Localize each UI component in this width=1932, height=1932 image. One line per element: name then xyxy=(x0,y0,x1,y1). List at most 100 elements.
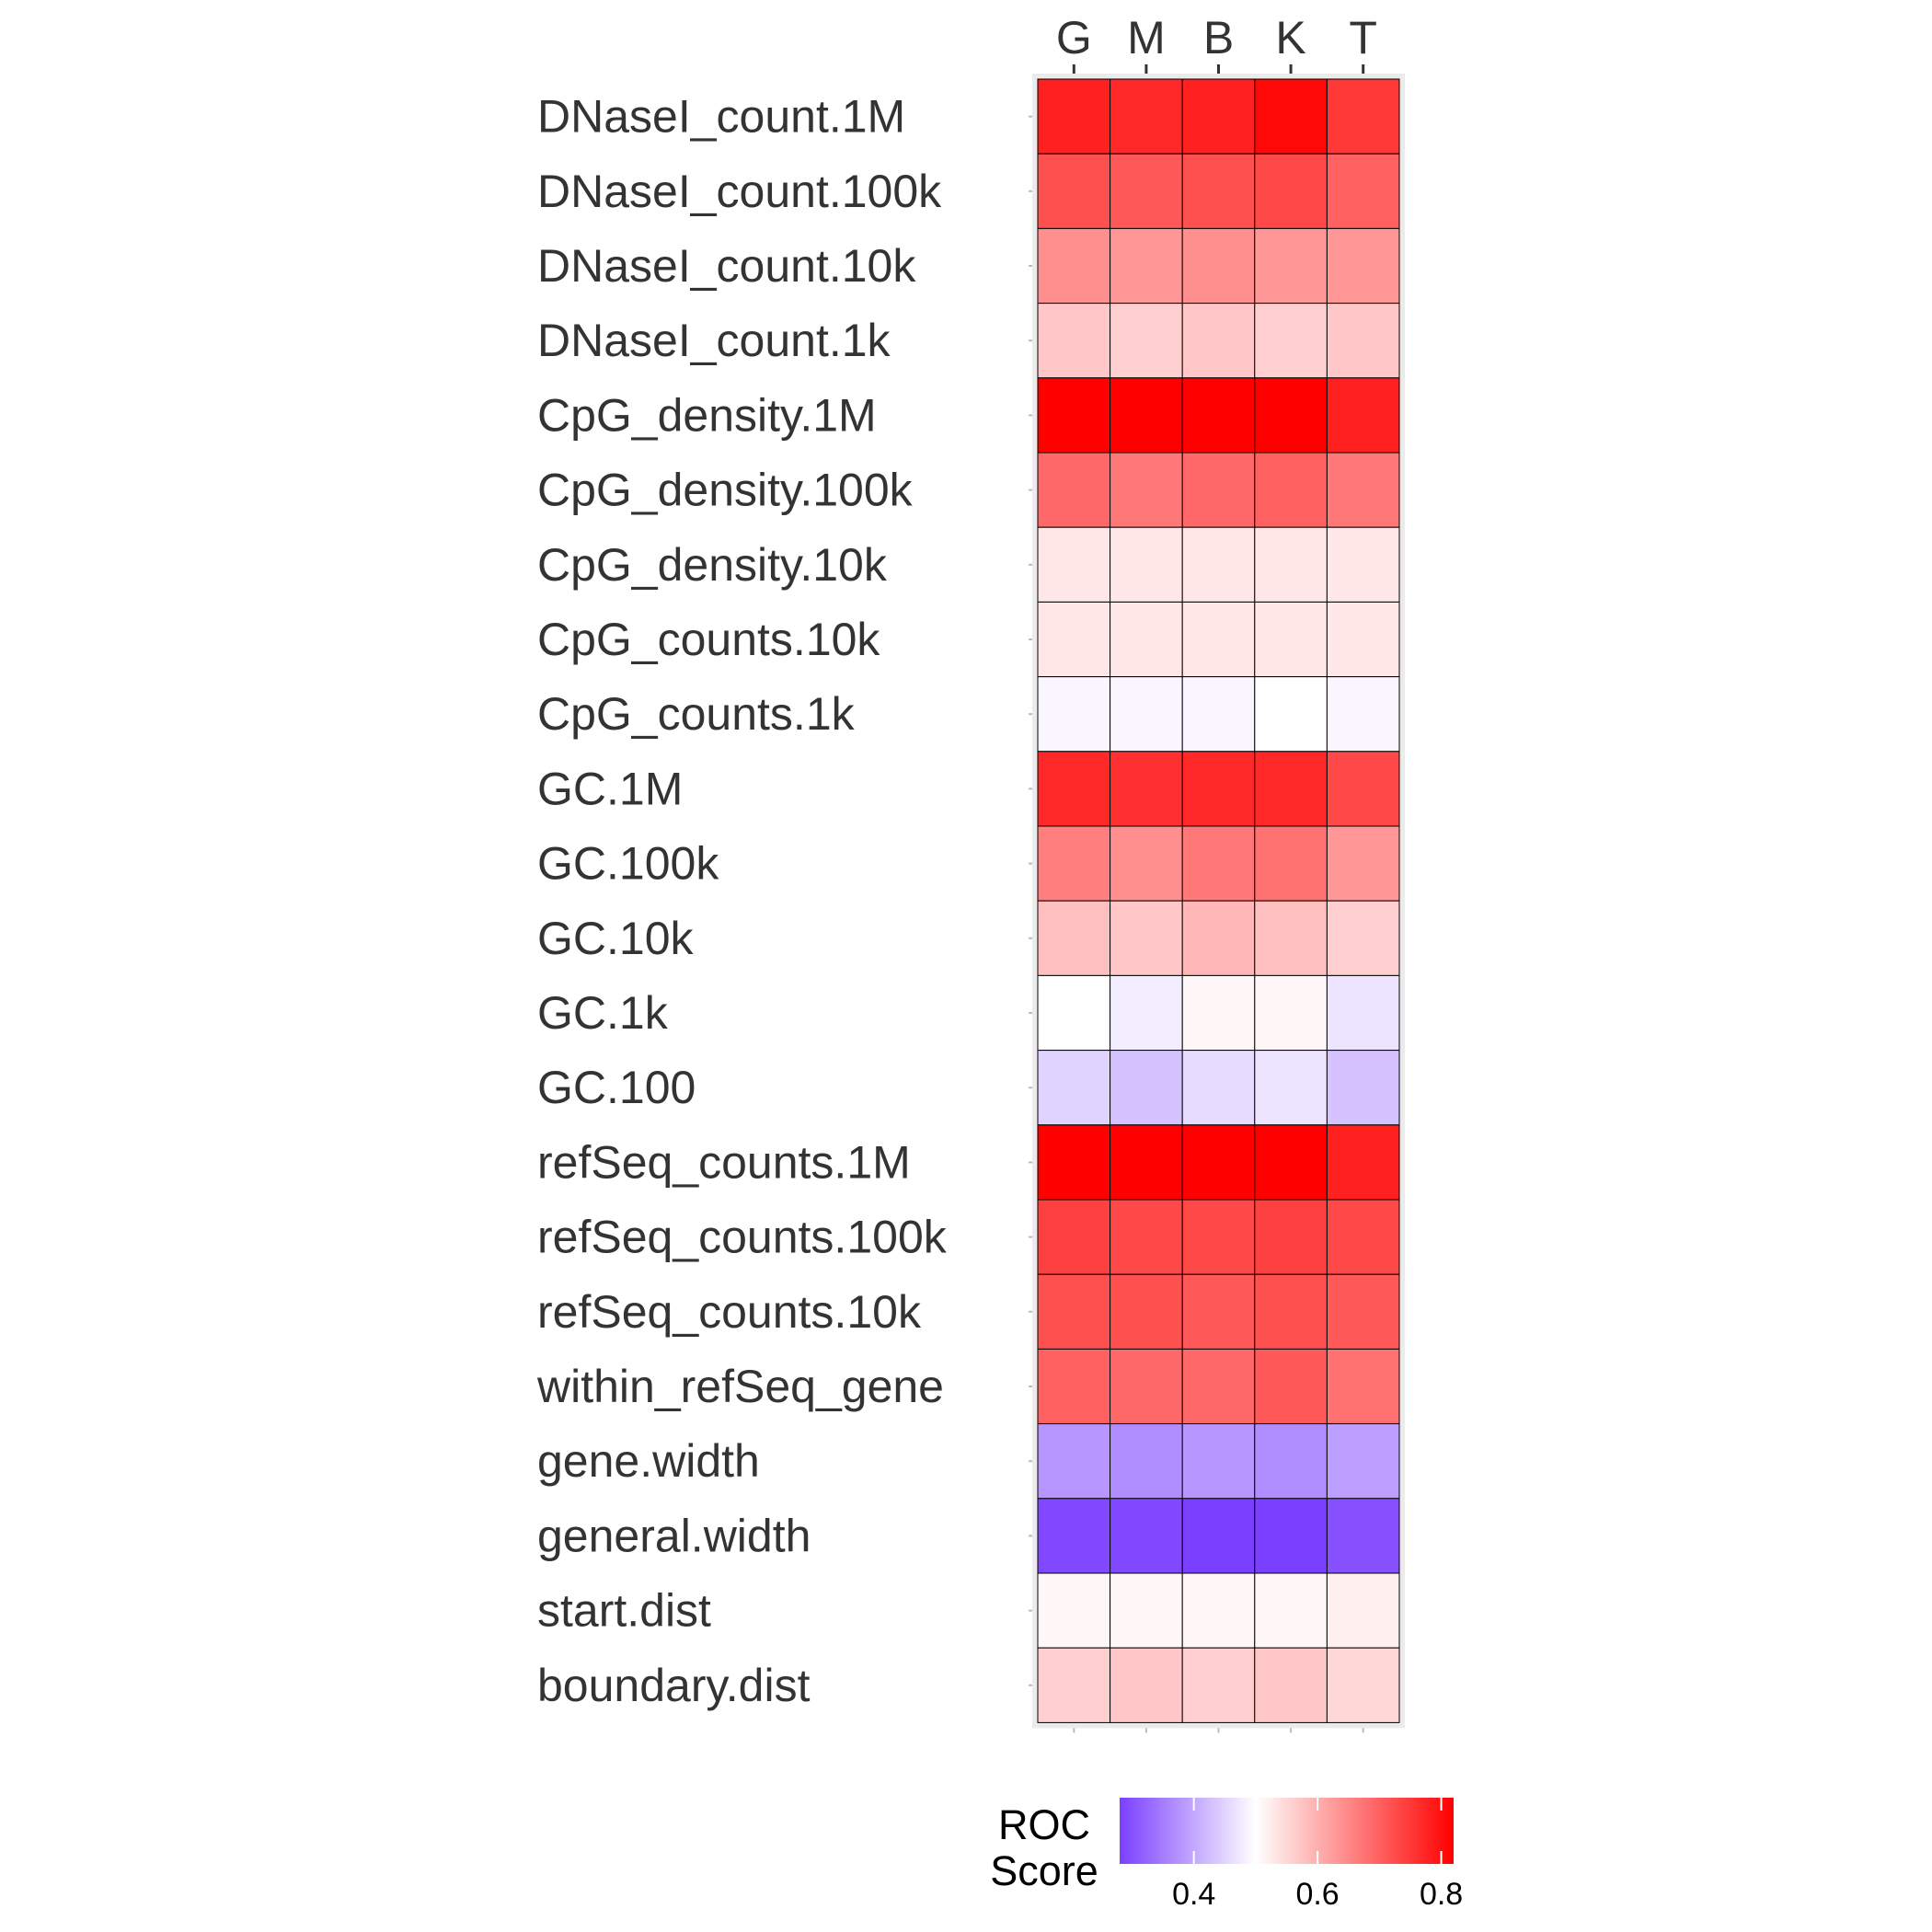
row-label: GC.1k xyxy=(537,987,669,1039)
heatmap-cell xyxy=(1254,452,1328,528)
heatmap-cell xyxy=(1326,1572,1400,1649)
row-label: GC.100 xyxy=(537,1062,696,1113)
heatmap-cell xyxy=(1254,1124,1328,1201)
heatmap-cell xyxy=(1110,1273,1183,1350)
heatmap-cell xyxy=(1110,601,1183,678)
heatmap-cell xyxy=(1326,227,1400,305)
heatmap-cell xyxy=(1037,227,1111,305)
row-label: CpG_density.100k xyxy=(537,465,914,516)
legend-colorbar xyxy=(1120,1798,1454,1864)
heatmap-cell xyxy=(1326,1647,1400,1723)
heatmap-cell xyxy=(1110,452,1183,528)
heatmap-cell xyxy=(1110,676,1183,753)
heatmap-cell xyxy=(1110,1348,1183,1425)
heatmap-cell xyxy=(1037,751,1111,827)
heatmap-cell xyxy=(1254,1647,1328,1723)
row-label: boundary.dist xyxy=(537,1660,811,1711)
heatmap-cell xyxy=(1181,1124,1256,1201)
heatmap-cell xyxy=(1254,1423,1328,1500)
heatmap-cell xyxy=(1326,78,1400,155)
heatmap-cell xyxy=(1181,1423,1256,1500)
heatmap-cell xyxy=(1110,153,1183,229)
legend-tick-label: 0.8 xyxy=(1420,1877,1463,1912)
heatmap-cell xyxy=(1326,526,1400,603)
heatmap-cell xyxy=(1181,974,1256,1052)
row-label: CpG_density.1M xyxy=(537,389,877,441)
heatmap-cell xyxy=(1326,825,1400,902)
heatmap-cell xyxy=(1181,1050,1256,1126)
row-label: DNaseI_count.100k xyxy=(537,166,942,217)
row-label: GC.1M xyxy=(537,763,683,814)
row-axis: DNaseI_count.1M DNaseI_count.100k DNaseI_c… xyxy=(536,91,1032,1711)
heatmap-cell xyxy=(1110,1498,1183,1574)
heatmap-cell xyxy=(1326,676,1400,753)
heatmap-cell xyxy=(1254,601,1328,678)
heatmap-cell xyxy=(1181,900,1256,976)
row-label: start.dist xyxy=(537,1585,711,1637)
row-label: CpG_density.10k xyxy=(537,539,888,591)
heatmap-cell xyxy=(1326,1273,1400,1350)
heatmap-cell xyxy=(1254,974,1328,1052)
heatmap-cell xyxy=(1181,1647,1256,1723)
heatmap-cell xyxy=(1110,1124,1183,1201)
heatmap-cell xyxy=(1181,751,1256,827)
heatmap-cell xyxy=(1254,1273,1328,1350)
row-label: DNaseI_count.1M xyxy=(537,91,905,143)
row-label: DNaseI_count.10k xyxy=(537,240,916,292)
heatmap-cell xyxy=(1326,1498,1400,1574)
row-label: general.width xyxy=(537,1510,811,1561)
heatmap-cell xyxy=(1326,601,1400,678)
heatmap-cell xyxy=(1037,1348,1111,1425)
heatmap-cell xyxy=(1181,78,1256,155)
heatmap-cell xyxy=(1326,751,1400,827)
heatmap-cell xyxy=(1326,377,1400,454)
heatmap-cell xyxy=(1181,452,1256,528)
heatmap-cell xyxy=(1254,676,1328,753)
heatmap-cell xyxy=(1254,825,1328,902)
heatmap-cell xyxy=(1037,303,1111,379)
heatmap-cell xyxy=(1110,974,1183,1052)
heatmap-cells xyxy=(1037,78,1400,1723)
column-label: M xyxy=(1127,12,1166,63)
heatmap-cell xyxy=(1181,377,1256,454)
heatmap-cell xyxy=(1254,153,1328,229)
heatmap-cell xyxy=(1326,452,1400,528)
row-label: GC.10k xyxy=(537,913,695,964)
heatmap-cell xyxy=(1110,227,1183,305)
heatmap-cell xyxy=(1181,1498,1256,1574)
heatmap-cell xyxy=(1254,1199,1328,1275)
heatmap-cell xyxy=(1181,676,1256,753)
heatmap-cell xyxy=(1254,227,1328,305)
heatmap-cell xyxy=(1181,601,1256,678)
heatmap-cell xyxy=(1110,900,1183,976)
heatmap-cell xyxy=(1254,1498,1328,1574)
heatmap-cell xyxy=(1037,900,1111,976)
heatmap-cell xyxy=(1326,153,1400,229)
heatmap-cell xyxy=(1037,825,1111,902)
heatmap-cell xyxy=(1037,1498,1111,1574)
row-label: within_refSeq_gene xyxy=(536,1361,944,1412)
heatmap-cell xyxy=(1037,377,1111,454)
heatmap-cell xyxy=(1181,825,1256,902)
heatmap-cell xyxy=(1181,303,1256,379)
heatmap-cell xyxy=(1037,1199,1111,1275)
heatmap-cell xyxy=(1181,1572,1256,1649)
legend-tick-label: 0.6 xyxy=(1295,1877,1339,1912)
heatmap-cell xyxy=(1254,1348,1328,1425)
heatmap-cell xyxy=(1181,1348,1256,1425)
color-legend: ROC Score 0.4 0.6 0.8 xyxy=(990,1798,1463,1912)
heatmap-cell xyxy=(1181,1199,1256,1275)
heatmap-cell xyxy=(1181,526,1256,603)
legend-tick-label: 0.4 xyxy=(1172,1877,1215,1912)
heatmap-cell xyxy=(1110,751,1183,827)
heatmap-cell xyxy=(1110,377,1183,454)
heatmap-cell xyxy=(1037,974,1111,1052)
row-label: CpG_counts.1k xyxy=(537,688,856,740)
heatmap-cell xyxy=(1037,1050,1111,1126)
heatmap-cell xyxy=(1037,526,1111,603)
heatmap-cell xyxy=(1254,526,1328,603)
heatmap-cell xyxy=(1110,303,1183,379)
heatmap-cell xyxy=(1181,1273,1256,1350)
